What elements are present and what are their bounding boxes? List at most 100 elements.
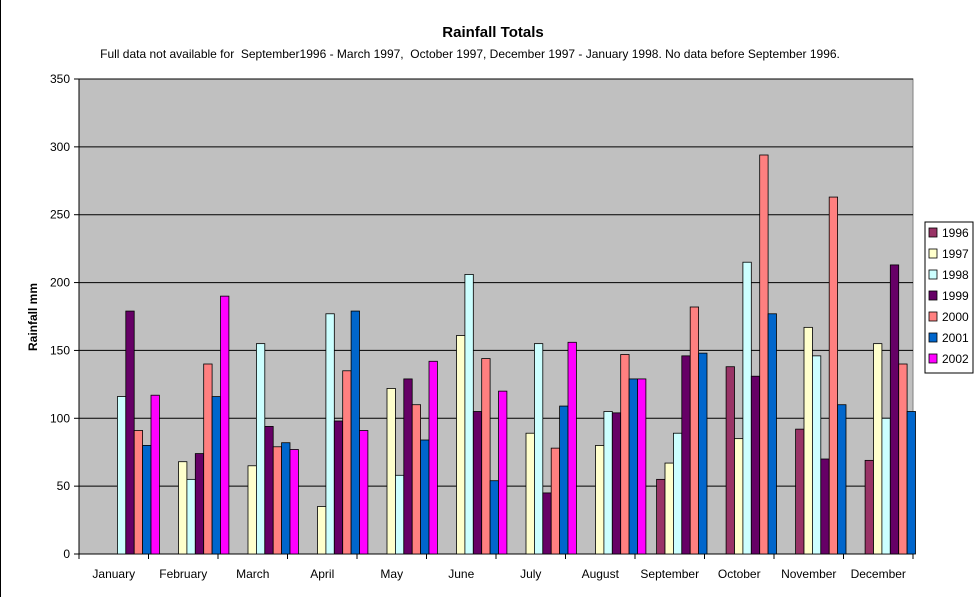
legend-label-1998: 1998 <box>942 268 969 282</box>
bar-1998-april <box>325 313 335 555</box>
legend-box <box>924 221 974 374</box>
bar-1997-march <box>247 465 257 555</box>
chart-title: Rainfall Totals <box>442 24 543 41</box>
bar-2002-march <box>289 449 299 555</box>
bar-1999-may <box>403 378 413 555</box>
bar-2000-november <box>828 196 839 555</box>
bar-1998-june <box>464 274 474 555</box>
bar-1997-may <box>386 388 396 555</box>
bar-1998-august <box>603 411 613 555</box>
bar-1998-may <box>394 474 405 555</box>
x-tick-label: June <box>448 567 474 581</box>
bar-2001-january <box>142 445 152 555</box>
bar-1999-november <box>820 458 830 555</box>
bar-1999-september <box>681 355 691 555</box>
bar-2001-february <box>211 396 221 555</box>
legend-label-1999: 1999 <box>942 289 969 303</box>
bar-2000-august <box>620 354 630 555</box>
legend: 1996 1997 1998 1999 2000 2001 2002 <box>924 221 974 374</box>
bar-2001-september <box>698 352 708 555</box>
legend-label-2002: 2002 <box>942 352 969 366</box>
bar-2001-july <box>559 405 569 555</box>
x-tick-label: March <box>236 567 269 581</box>
bar-1998-july <box>534 343 544 555</box>
bar-1997-december <box>873 343 883 555</box>
bar-1997-february <box>178 461 188 555</box>
plot-area: 0 50 100 150 200 250 300 350 January February Marc… <box>50 72 916 581</box>
bar-1998-november <box>812 355 822 555</box>
bar-2002-april <box>359 430 369 555</box>
x-tick-label: November <box>781 567 836 581</box>
bar-1999-june <box>472 411 483 555</box>
bar-2001-april <box>350 310 360 555</box>
window-border-left <box>0 0 1 597</box>
bar-1998-march <box>255 343 266 555</box>
x-tick-label: July <box>520 567 541 581</box>
bar-1998-january <box>117 396 127 555</box>
bar-1998-february <box>186 478 196 555</box>
bar-2001-december <box>906 411 916 555</box>
bar-2000-february <box>203 363 213 555</box>
bar-2000-january <box>133 430 143 555</box>
x-tick-label: January <box>92 567 135 581</box>
legend-swatch-2000 <box>928 311 938 322</box>
bar-1996-november <box>795 428 805 555</box>
bar-2002-february <box>220 295 230 555</box>
bar-1997-august <box>595 445 605 555</box>
y-tick-label: 150 <box>50 343 70 357</box>
x-tick-label: October <box>718 567 761 581</box>
bar-2001-june <box>489 480 499 555</box>
bar-2000-december <box>898 363 908 555</box>
bar-2002-june <box>498 390 508 555</box>
bar-1999-december <box>889 264 900 555</box>
bar-1999-october <box>750 375 761 555</box>
legend-label-2001: 2001 <box>942 331 969 345</box>
bar-1999-july <box>542 492 552 555</box>
y-tick-label: 350 <box>50 72 70 86</box>
bar-1997-october <box>734 438 744 555</box>
bar-1999-august <box>611 412 622 555</box>
bar-1996-october <box>725 366 735 555</box>
x-tick-label: May <box>380 567 403 581</box>
legend-swatch-1997 <box>928 248 938 259</box>
bar-1997-june <box>456 335 466 555</box>
bar-2000-september <box>689 306 700 555</box>
legend-swatch-2002 <box>928 353 938 364</box>
y-tick-label: 200 <box>50 276 70 290</box>
bar-1996-september <box>656 478 666 555</box>
legend-swatch-1999 <box>928 290 938 301</box>
bar-2000-march <box>272 446 283 555</box>
bar-2000-may <box>411 404 422 555</box>
bar-1998-december <box>881 417 891 555</box>
x-tick-label: December <box>851 567 906 581</box>
x-tick-label: April <box>310 567 334 581</box>
bar-2001-march <box>281 442 291 555</box>
legend-label-1996: 1996 <box>942 226 969 240</box>
x-tick-label: August <box>582 567 620 581</box>
bar-2000-april <box>342 370 352 555</box>
legend-label-2000: 2000 <box>942 310 969 324</box>
bar-2002-july <box>567 341 577 555</box>
bar-1999-march <box>264 426 274 555</box>
bar-2000-june <box>481 358 491 555</box>
legend-swatch-1998 <box>928 269 938 280</box>
bar-1998-october <box>742 261 752 555</box>
chart-subtitle: Full data not available for September199… <box>100 47 840 61</box>
bar-2001-october <box>767 313 777 555</box>
y-axis-label: Rainfall mm <box>26 283 40 351</box>
bar-2000-july <box>550 447 561 555</box>
bar-2001-november <box>837 404 847 555</box>
y-tick-label: 50 <box>57 479 71 493</box>
y-tick-label: 250 <box>50 208 70 222</box>
bar-1999-april <box>333 420 344 555</box>
bar-1999-february <box>194 453 205 555</box>
legend-label-1997: 1997 <box>942 247 969 261</box>
bar-2001-may <box>420 439 430 555</box>
bar-1998-september <box>673 432 683 555</box>
bar-2001-august <box>628 378 638 555</box>
bar-2002-august <box>637 378 647 555</box>
bar-1997-november <box>803 326 813 555</box>
bar-1999-january <box>125 310 135 555</box>
bar-1997-april <box>317 506 327 555</box>
